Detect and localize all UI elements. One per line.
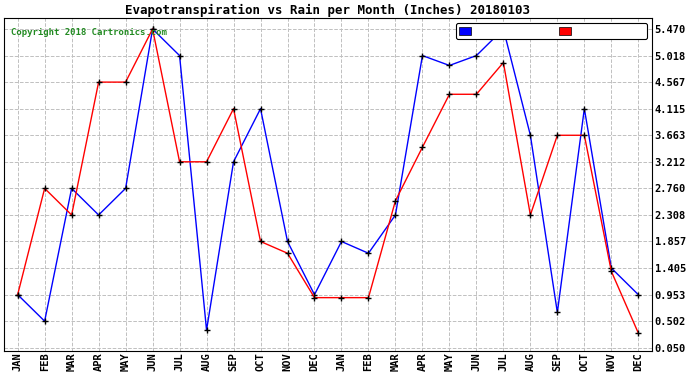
Title: Evapotranspiration vs Rain per Month (Inches) 20180103: Evapotranspiration vs Rain per Month (In… [126,4,531,17]
Legend: Rain  (Inches), ET  (Inches): Rain (Inches), ET (Inches) [456,23,647,39]
Text: Copyright 2018 Cartronics.com: Copyright 2018 Cartronics.com [10,28,166,38]
